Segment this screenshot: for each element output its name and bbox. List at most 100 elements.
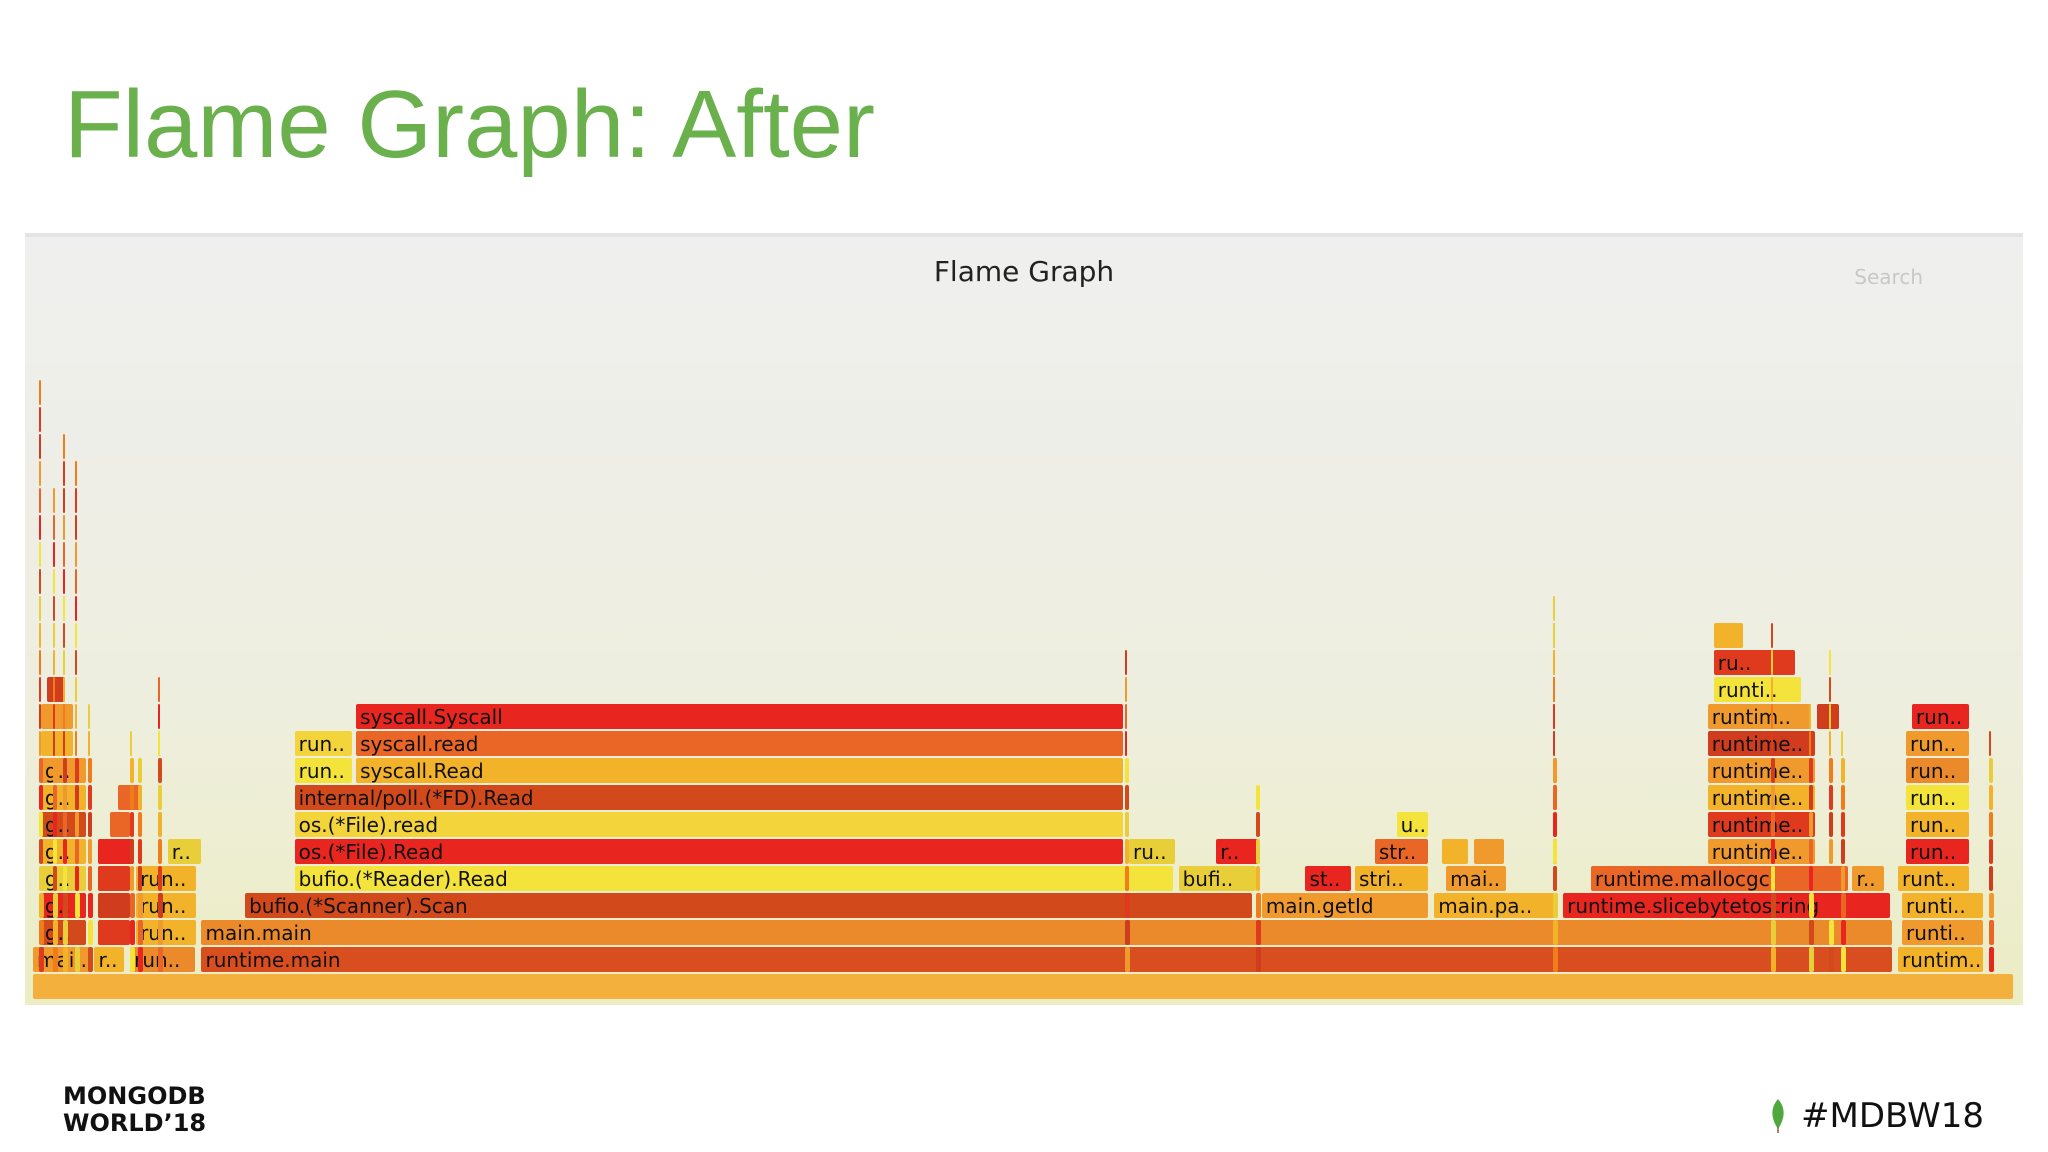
flame-frame[interactable] xyxy=(1125,866,1130,891)
flame-frame[interactable] xyxy=(88,947,94,972)
flame-frame[interactable] xyxy=(52,785,57,810)
flame-frame[interactable] xyxy=(1840,731,1843,756)
flame-frame[interactable] xyxy=(130,731,133,756)
flame-frame[interactable] xyxy=(74,731,77,756)
flame-frame[interactable] xyxy=(1989,947,1995,972)
flame-frame[interactable] xyxy=(157,947,163,972)
flame-frame[interactable]: st.. xyxy=(1305,866,1351,891)
flame-frame[interactable]: mai.. xyxy=(1446,866,1506,891)
flame-frame[interactable]: runtime.. xyxy=(1707,839,1815,864)
flame-frame[interactable] xyxy=(38,461,41,486)
flame-frame[interactable] xyxy=(52,866,57,891)
flame-frame[interactable]: run.. xyxy=(136,866,196,891)
flame-frame[interactable] xyxy=(74,947,80,972)
flame-frame[interactable] xyxy=(1553,866,1558,891)
flame-frame[interactable]: run.. xyxy=(294,731,353,756)
flame-frame[interactable] xyxy=(40,704,73,729)
flame-frame[interactable] xyxy=(74,650,77,675)
flame-frame[interactable] xyxy=(52,920,58,945)
flame-frame[interactable] xyxy=(1771,920,1777,945)
flame-frame[interactable]: run.. xyxy=(1905,758,1970,783)
flame-frame[interactable] xyxy=(157,704,160,729)
flame-frame[interactable] xyxy=(1125,704,1128,729)
flame-frame[interactable] xyxy=(74,785,79,810)
flame-frame[interactable] xyxy=(1553,947,1559,972)
flame-frame[interactable] xyxy=(88,812,93,837)
flame-frame[interactable] xyxy=(130,812,135,837)
flame-frame[interactable] xyxy=(138,839,143,864)
flame-frame[interactable] xyxy=(38,893,44,918)
flame-frame[interactable] xyxy=(74,488,77,513)
flame-frame[interactable] xyxy=(157,677,160,702)
flame-frame[interactable]: syscall.Syscall xyxy=(356,704,1124,729)
flame-frame[interactable] xyxy=(1553,893,1559,918)
search-button[interactable]: Search xyxy=(1854,265,1923,289)
flame-frame[interactable] xyxy=(1828,812,1833,837)
flame-frame[interactable]: os.(*File).Read xyxy=(294,839,1124,864)
flame-frame[interactable] xyxy=(62,596,65,621)
flame-frame[interactable] xyxy=(52,704,55,729)
flame-frame[interactable] xyxy=(52,839,57,864)
flame-frame[interactable] xyxy=(62,569,65,594)
flame-frame[interactable] xyxy=(38,704,41,729)
flame-frame[interactable] xyxy=(74,677,77,702)
flame-frame[interactable]: runt.. xyxy=(1898,866,1970,891)
flame-frame[interactable]: runtime.slicebytetostring xyxy=(1563,893,1891,918)
flame-frame[interactable] xyxy=(130,947,136,972)
flame-frame[interactable] xyxy=(74,920,80,945)
flame-frame[interactable] xyxy=(33,974,2013,999)
flame-frame[interactable] xyxy=(38,407,41,432)
flame-frame[interactable] xyxy=(1771,839,1776,864)
flame-frame[interactable]: u.. xyxy=(1396,812,1429,837)
flame-frame[interactable] xyxy=(52,947,58,972)
flame-frame[interactable] xyxy=(1255,947,1261,972)
flame-frame[interactable] xyxy=(62,758,67,783)
flame-frame[interactable] xyxy=(1125,893,1131,918)
flame-frame[interactable] xyxy=(38,812,43,837)
flame-frame[interactable]: os.(*File).read xyxy=(294,812,1124,837)
flame-frame[interactable] xyxy=(1840,947,1846,972)
flame-frame[interactable]: runtim.. xyxy=(1707,704,1811,729)
flame-frame[interactable] xyxy=(74,866,79,891)
flame-frame[interactable] xyxy=(38,650,41,675)
flame-frame[interactable] xyxy=(98,893,131,918)
flame-frame[interactable] xyxy=(130,785,135,810)
flame-frame[interactable] xyxy=(1255,785,1260,810)
flame-frame[interactable] xyxy=(1808,893,1814,918)
flame-frame[interactable] xyxy=(52,569,55,594)
flame-frame[interactable] xyxy=(38,866,43,891)
flame-frame[interactable]: ru.. xyxy=(1129,839,1175,864)
flame-frame[interactable]: runti.. xyxy=(1902,920,1984,945)
flame-frame[interactable] xyxy=(130,839,135,864)
flame-frame[interactable] xyxy=(1828,920,1834,945)
flame-frame[interactable] xyxy=(88,920,94,945)
flame-frame[interactable] xyxy=(138,947,144,972)
flame-frame[interactable] xyxy=(1125,677,1128,702)
flame-frame[interactable] xyxy=(1808,947,1814,972)
flame-frame[interactable]: runti.. xyxy=(1713,677,1801,702)
flame-frame[interactable] xyxy=(1553,596,1556,621)
flame-frame[interactable]: ru.. xyxy=(1713,650,1795,675)
flame-frame[interactable] xyxy=(38,596,41,621)
flame-frame[interactable] xyxy=(157,731,160,756)
flame-frame[interactable] xyxy=(62,704,65,729)
flame-frame[interactable] xyxy=(1808,866,1813,891)
flame-frame[interactable] xyxy=(38,434,41,459)
flame-frame[interactable]: bufio.(*Scanner).Scan xyxy=(245,893,1252,918)
flame-frame[interactable]: r.. xyxy=(1216,839,1258,864)
flame-frame[interactable] xyxy=(1989,893,1995,918)
flame-frame[interactable] xyxy=(62,677,65,702)
flame-frame[interactable]: r.. xyxy=(167,839,202,864)
flame-frame[interactable] xyxy=(1255,893,1261,918)
flame-frame[interactable] xyxy=(1989,866,1994,891)
flame-frame[interactable] xyxy=(1553,623,1556,648)
flame-frame[interactable]: r.. xyxy=(94,947,125,972)
flame-frame[interactable] xyxy=(1255,812,1260,837)
flame-frame[interactable] xyxy=(62,515,65,540)
flame-frame[interactable]: runtime.mallocgc xyxy=(1590,866,1849,891)
flame-frame[interactable] xyxy=(157,812,162,837)
flame-frame[interactable] xyxy=(52,893,58,918)
flame-frame[interactable] xyxy=(1989,731,1992,756)
flame-frame[interactable] xyxy=(52,515,55,540)
flame-frame[interactable] xyxy=(1473,839,1504,864)
